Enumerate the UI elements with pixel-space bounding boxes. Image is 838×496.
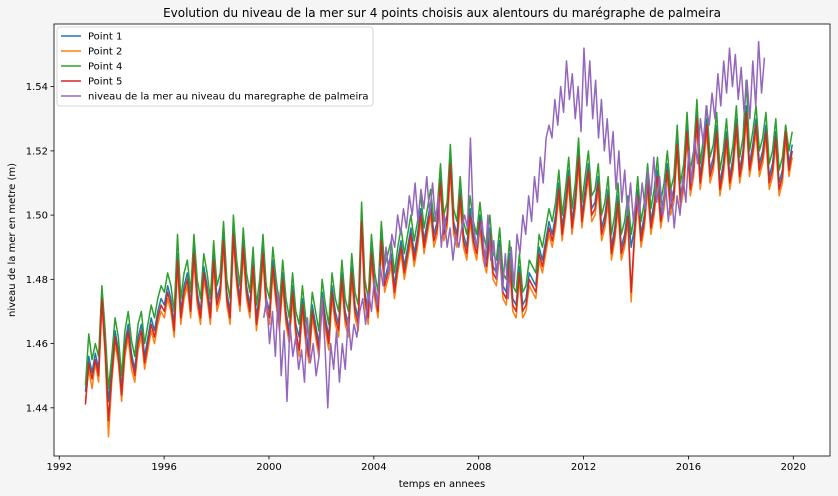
- series-layer: [84, 40, 793, 438]
- legend-label: Point 5: [88, 77, 122, 88]
- legend: Point 1 Point 2 Point 4 Point 5 niveau de la…: [56, 26, 374, 107]
- x-tick-label: 2016: [676, 462, 701, 473]
- legend-label: Point 1: [88, 32, 122, 43]
- series-line-5: [262, 40, 766, 409]
- legend-label: Point 4: [88, 62, 122, 73]
- y-tick-label: 1.52: [26, 146, 48, 157]
- chart-title: Evolution du niveau de la mer sur 4 poin…: [163, 6, 721, 20]
- y-tick-label: 1.44: [26, 403, 48, 414]
- x-axis-label: temps en annees: [399, 479, 486, 490]
- y-axis-label: niveau de la mer en metre (m): [7, 163, 18, 317]
- x-tick-label: 2000: [256, 462, 281, 473]
- ticks-layer: 1992 1996 2000 2004 2008 2012 2016 2020 1.44 1.46…: [26, 82, 806, 473]
- legend-box: [56, 26, 374, 107]
- plot-frame: [53, 23, 831, 457]
- x-tick-label: 1992: [47, 462, 72, 473]
- x-tick-label: 2008: [466, 462, 491, 473]
- y-tick-label: 1.54: [26, 82, 48, 93]
- x-tick-label: 2012: [571, 462, 596, 473]
- y-tick-label: 1.48: [26, 275, 48, 286]
- y-tick-label: 1.50: [26, 211, 48, 222]
- series-line-3: [84, 79, 793, 390]
- y-tick-label: 1.46: [26, 339, 48, 350]
- x-tick-label: 2020: [781, 462, 806, 473]
- x-tick-label: 2004: [361, 462, 386, 473]
- x-tick-label: 1996: [151, 462, 176, 473]
- legend-label: niveau de la mer au niveau du maregraphe…: [88, 92, 368, 103]
- legend-label: Point 2: [88, 47, 122, 58]
